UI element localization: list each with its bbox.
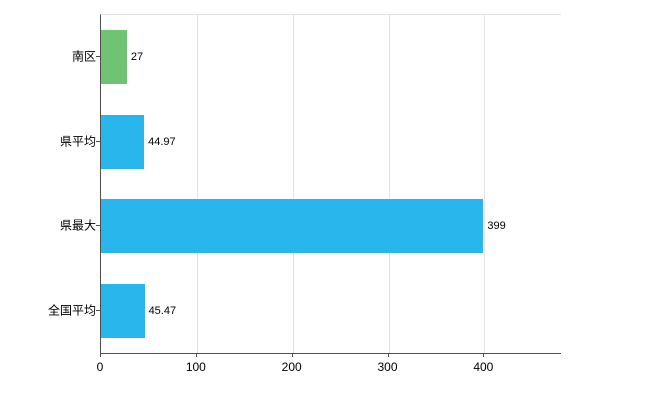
bar-value-label: 44.97 — [148, 135, 176, 148]
bar-全国平均 — [101, 283, 145, 338]
gridline-x-400 — [484, 15, 486, 353]
category-label-全国平均: 全国平均 — [47, 303, 96, 318]
bar-value-label: 27 — [130, 51, 144, 64]
x-axis-tick-label: 100 — [185, 360, 206, 374]
category-label-県平均: 県平均 — [59, 134, 96, 149]
x-axis-tick-label: 0 — [96, 360, 104, 374]
x-axis-tick — [483, 353, 485, 357]
y-axis-tick — [96, 309, 100, 311]
gridline-x-100 — [196, 15, 198, 353]
bar-県平均 — [101, 114, 145, 169]
category-label-県最大: 県最大 — [59, 218, 96, 233]
y-axis-tick — [96, 56, 100, 58]
x-axis-tick-label: 200 — [281, 360, 302, 374]
y-axis-tick — [96, 140, 100, 142]
x-axis-tick — [291, 353, 293, 357]
x-axis-tick-label: 300 — [377, 360, 398, 374]
category-label-南区: 南区 — [71, 49, 96, 64]
bar-value-label: 399 — [487, 220, 506, 233]
bar-県最大 — [101, 199, 484, 254]
plot-area: 27 44.97 399 45.47 — [100, 14, 561, 354]
gridline-x-300 — [388, 15, 390, 353]
x-axis-tick — [387, 353, 389, 357]
x-axis-tick-label: 400 — [473, 360, 494, 374]
x-axis-tick — [195, 353, 197, 357]
y-axis-tick — [96, 225, 100, 227]
bar-value-label: 45.47 — [148, 304, 177, 317]
gridline-x-200 — [292, 15, 294, 353]
x-axis-tick — [100, 353, 101, 357]
bar-南区 — [101, 30, 127, 85]
